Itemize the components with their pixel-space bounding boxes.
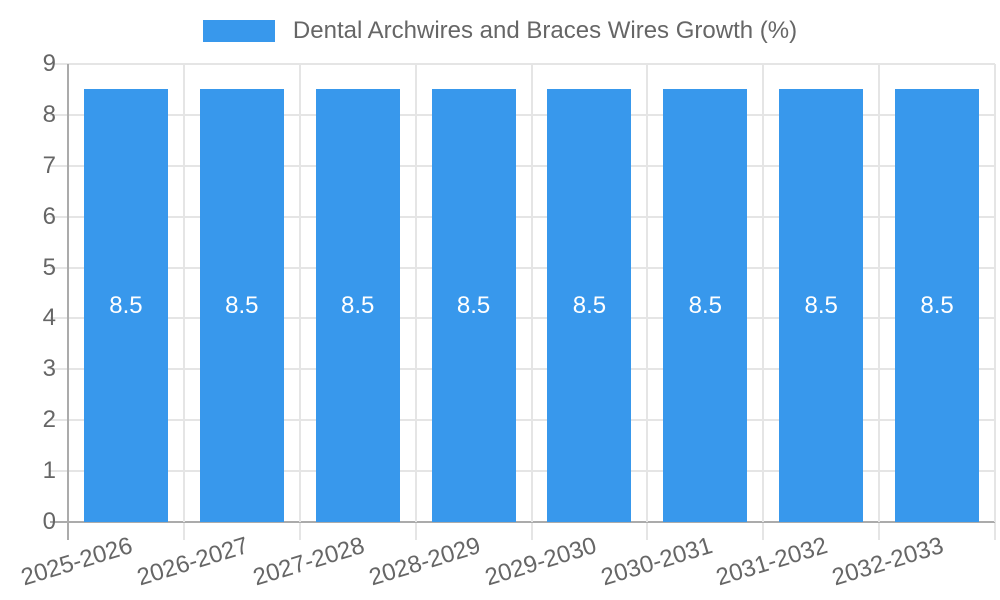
x-tick-mark <box>762 522 765 540</box>
x-tick-mark <box>530 522 533 540</box>
y-axis-tick-label: 9 <box>42 50 56 77</box>
legend[interactable]: Dental Archwires and Braces Wires Growth… <box>0 17 1000 45</box>
x-tick-mark <box>414 522 417 540</box>
y-tick-mark <box>50 266 68 269</box>
y-axis-tick-label: 5 <box>42 253 56 281</box>
x-axis-tick-label: 2025-2026 <box>18 532 136 592</box>
x-axis-tick-label: 2026-2027 <box>134 532 252 592</box>
x-axis-tick-label: 2029-2030 <box>481 532 600 592</box>
bar-value-label: 8.5 <box>688 291 722 319</box>
x-axis-tick-label: 2031-2032 <box>713 532 832 592</box>
bar: 8.5 <box>83 89 168 522</box>
legend-swatch <box>202 20 275 42</box>
plot-area: 8.5 8.5 8.5 8.5 8.5 8.5 8.5 8.5 <box>67 63 996 523</box>
y-tick-mark <box>50 164 68 167</box>
bar: 8.5 <box>315 89 400 522</box>
x-tick-mark <box>994 522 996 540</box>
bar-value-label: 8.5 <box>456 291 491 319</box>
legend-label: Dental Archwires and Braces Wires Growth… <box>292 17 798 44</box>
x-grid-line <box>994 64 996 522</box>
x-grid-line <box>298 64 301 522</box>
x-axis-tick-label: 2027-2028 <box>249 532 368 592</box>
bar-value-label: 8.5 <box>804 291 838 319</box>
bar: 8.5 <box>199 89 284 522</box>
x-grid-line <box>414 64 417 522</box>
y-tick-mark <box>50 215 68 218</box>
y-axis-tick-label: 4 <box>42 304 56 332</box>
bar: 8.5 <box>547 89 632 522</box>
y-axis-tick-label: 7 <box>42 151 56 179</box>
x-grid-line <box>646 64 649 522</box>
bar-value-label: 8.5 <box>572 291 607 319</box>
bar-value-label: 8.5 <box>109 291 143 319</box>
x-axis-tick-label: 2032-2033 <box>829 532 947 592</box>
y-axis-tick-label: 8 <box>42 100 56 128</box>
y-tick-mark <box>50 317 68 320</box>
y-tick-mark <box>50 63 68 65</box>
y-axis-tick-label: 0 <box>42 508 56 535</box>
x-axis-tick-label: 2028-2029 <box>365 532 484 592</box>
x-grid-line <box>530 64 533 522</box>
x-tick-mark <box>67 522 69 540</box>
x-tick-mark <box>298 522 301 540</box>
x-grid-line <box>182 64 185 522</box>
y-tick-mark <box>50 521 68 523</box>
bar: 8.5 <box>431 89 516 522</box>
bar-value-label: 8.5 <box>341 291 375 319</box>
bar: 8.5 <box>779 89 864 522</box>
bar-value-label: 8.5 <box>920 291 954 319</box>
x-tick-mark <box>878 522 881 540</box>
y-tick-mark <box>50 419 68 422</box>
x-grid-line <box>67 64 69 522</box>
y-axis-tick-label: 6 <box>42 202 56 230</box>
y-tick-mark <box>50 470 68 473</box>
bar-value-label: 8.5 <box>225 291 259 319</box>
x-tick-mark <box>646 522 649 540</box>
y-grid-line <box>68 521 995 523</box>
x-grid-line <box>762 64 765 522</box>
y-tick-mark <box>50 368 68 371</box>
x-tick-mark <box>182 522 185 540</box>
y-axis-tick-label: 3 <box>42 355 56 383</box>
x-axis-tick-label: 2030-2031 <box>597 532 716 592</box>
y-tick-mark <box>50 113 68 116</box>
y-axis-tick-label: 1 <box>42 457 56 485</box>
y-axis-tick-label: 2 <box>42 406 56 434</box>
bar: 8.5 <box>895 89 980 522</box>
bar: 8.5 <box>663 89 748 522</box>
x-grid-line <box>878 64 881 522</box>
